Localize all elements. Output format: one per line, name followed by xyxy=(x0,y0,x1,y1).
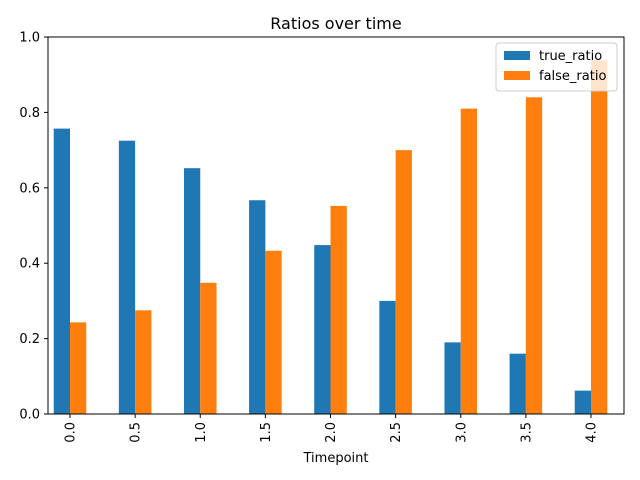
y-tick-label: 0.2 xyxy=(19,332,40,347)
bar-true_ratio-3.0 xyxy=(444,342,461,414)
legend: true_ratio false_ratio xyxy=(495,42,618,92)
bar-false_ratio-1.0 xyxy=(200,282,217,414)
x-tick-label: 0.5 xyxy=(129,422,144,443)
bar-true_ratio-2.0 xyxy=(314,245,331,414)
bar-false_ratio-4.0 xyxy=(591,60,608,415)
bar-true_ratio-0.5 xyxy=(118,140,136,414)
x-tick-label: 1.0 xyxy=(194,422,209,443)
x-tick-label: 2.0 xyxy=(324,422,339,443)
bar-true_ratio-1.0 xyxy=(183,168,201,414)
bar-false_ratio-3.5 xyxy=(525,97,543,414)
x-tick-label: 1.5 xyxy=(259,422,274,443)
y-tick-label: 1.0 xyxy=(19,31,40,46)
bar-true_ratio-1.5 xyxy=(249,200,266,414)
legend-swatch-true_ratio xyxy=(504,51,530,60)
y-tick-label: 0.4 xyxy=(19,257,40,272)
bar-true_ratio-3.5 xyxy=(509,353,526,414)
x-tick-label: 0.0 xyxy=(64,422,79,443)
x-tick-label: 3.0 xyxy=(454,422,469,443)
x-axis-ticks: 0.0 0.5 1.0 1.5 2.0 2.5 3.0 3.5 4.0 xyxy=(64,414,600,443)
bars-group xyxy=(53,60,608,415)
x-tick-label: 4.0 xyxy=(585,422,600,443)
y-tick-label: 0.8 xyxy=(19,106,40,121)
bar-false_ratio-3.0 xyxy=(460,108,478,414)
y-tick-label: 0.6 xyxy=(19,181,40,196)
bar-false_ratio-2.0 xyxy=(330,205,347,414)
bar-false_ratio-0.0 xyxy=(70,322,87,414)
bar-true_ratio-4.0 xyxy=(574,390,591,414)
bar-true_ratio-2.5 xyxy=(379,300,396,414)
y-axis-ticks: 0.0 0.2 0.4 0.6 0.8 1.0 xyxy=(19,31,48,423)
x-tick-label: 3.5 xyxy=(519,422,534,443)
bar-false_ratio-0.5 xyxy=(135,310,152,414)
legend-label-false_ratio: false_ratio xyxy=(539,69,606,84)
legend-label-true_ratio: true_ratio xyxy=(539,49,602,64)
legend-swatch-false_ratio xyxy=(504,71,530,80)
bar-false_ratio-1.5 xyxy=(265,250,282,414)
plot-frame xyxy=(47,36,625,415)
x-tick-label: 2.5 xyxy=(389,422,404,443)
bar-false_ratio-2.5 xyxy=(395,150,412,414)
bar-true_ratio-0.0 xyxy=(53,128,70,415)
y-tick-label: 0.0 xyxy=(19,408,40,423)
x-axis-label: Timepoint xyxy=(303,451,369,466)
chart-title: Ratios over time xyxy=(270,14,401,33)
